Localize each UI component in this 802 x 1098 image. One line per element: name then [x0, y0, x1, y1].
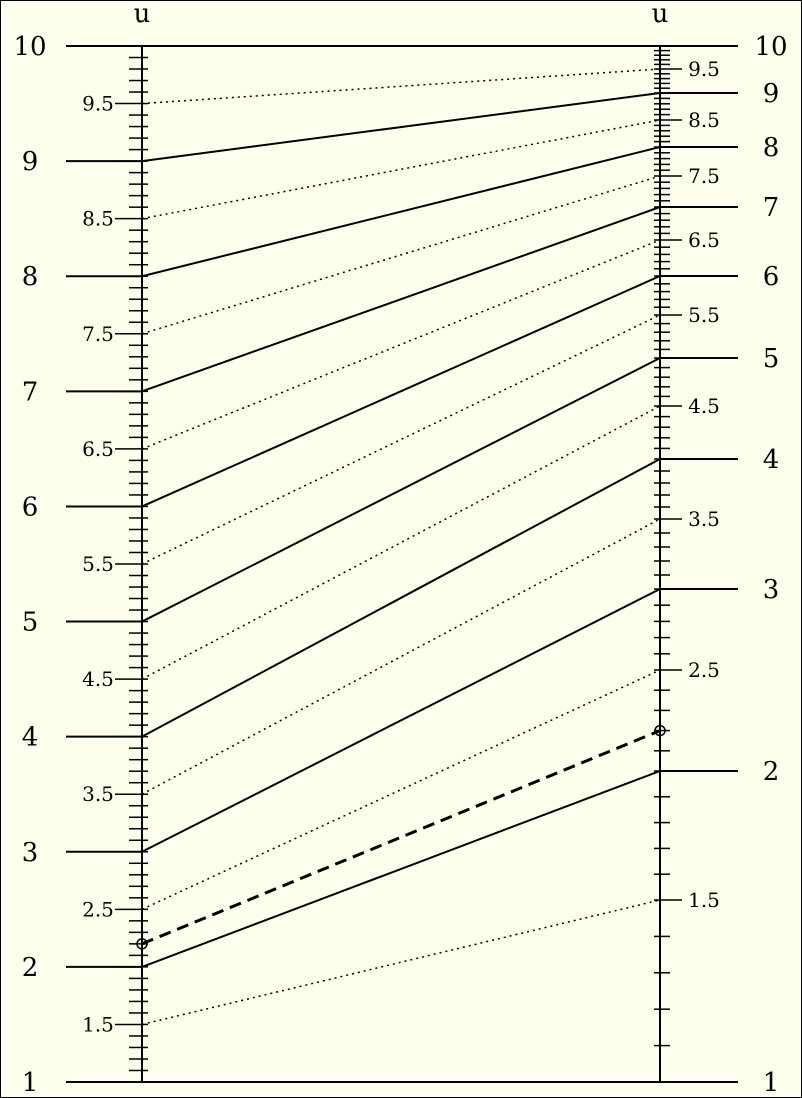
left-half-label: 7.5: [82, 322, 114, 346]
left-major-label: 10: [13, 32, 46, 62]
isopleth-solid: [141, 92, 661, 163]
right-major-label: 1: [763, 1068, 780, 1098]
right-half-label: 3.5: [688, 507, 720, 531]
right-major-label: 4: [763, 445, 780, 475]
axis-labels: 10 9 8 7 6 5 4 3 2 1 10 9 8 7 6 5 4 3 2 1 9.5 8.5 7.5 6.5 5.5 4.5…: [13, 0, 787, 1098]
isopleth-dotted: [141, 405, 661, 680]
isopleth-dotted: [141, 68, 661, 105]
left-major-label: 3: [22, 838, 39, 868]
right-half-label: 4.5: [688, 394, 720, 418]
right-major-label: 3: [763, 575, 780, 605]
right-major-label: 7: [763, 193, 780, 223]
left-half-label: 6.5: [82, 437, 114, 461]
left-half-label: 3.5: [82, 782, 114, 806]
left-half-label: 1.5: [82, 1012, 114, 1036]
right-half-label: 2.5: [688, 658, 720, 682]
isopleth-dotted: [141, 518, 661, 795]
example-dashed-line: [141, 729, 661, 946]
right-major-label: 10: [754, 32, 787, 62]
left-major-label: 6: [22, 492, 39, 522]
left-major-label: 4: [22, 723, 39, 753]
isopleth-solid: [141, 770, 661, 968]
isopleth-dotted: [141, 119, 661, 220]
right-major-label: 8: [763, 133, 780, 163]
right-half-label: 7.5: [688, 164, 720, 188]
right-half-label: 8.5: [688, 108, 720, 132]
right-half-label: 5.5: [688, 303, 720, 327]
axes: [66, 45, 738, 1083]
right-half-label: 6.5: [688, 228, 720, 252]
isopleth-solid: [141, 458, 661, 738]
left-half-label: 2.5: [82, 897, 114, 921]
left-major-label: 2: [22, 953, 39, 983]
right-major-label: 9: [763, 79, 780, 109]
isopleth-solid: [141, 206, 661, 393]
left-major-label: 7: [22, 377, 39, 407]
left-major-label: 1: [22, 1068, 39, 1098]
connector-lines: [136, 45, 666, 1083]
right-half-label: 1.5: [688, 888, 720, 912]
isopleth-solid: [141, 588, 661, 853]
right-half-label: 9.5: [688, 57, 720, 81]
left-major-label: 9: [22, 147, 39, 177]
left-major-label: 5: [22, 608, 39, 638]
left-half-label: 5.5: [82, 552, 114, 576]
right-major-label: 6: [763, 262, 780, 292]
isopleth-solid: [141, 146, 661, 278]
left-half-label: 4.5: [82, 667, 114, 691]
left-half-label: 9.5: [82, 92, 114, 116]
right-major-label: 2: [763, 757, 780, 787]
isopleth-dotted: [141, 669, 661, 911]
right-major-label: 5: [763, 344, 780, 374]
right-axis-title: u: [652, 0, 669, 29]
left-major-label: 8: [22, 262, 39, 292]
isopleth-dotted: [141, 175, 661, 335]
left-half-label: 8.5: [82, 207, 114, 231]
left-axis-title: u: [134, 0, 151, 29]
isopleth-solid: [141, 357, 661, 623]
isopleth-solid: [141, 275, 661, 508]
